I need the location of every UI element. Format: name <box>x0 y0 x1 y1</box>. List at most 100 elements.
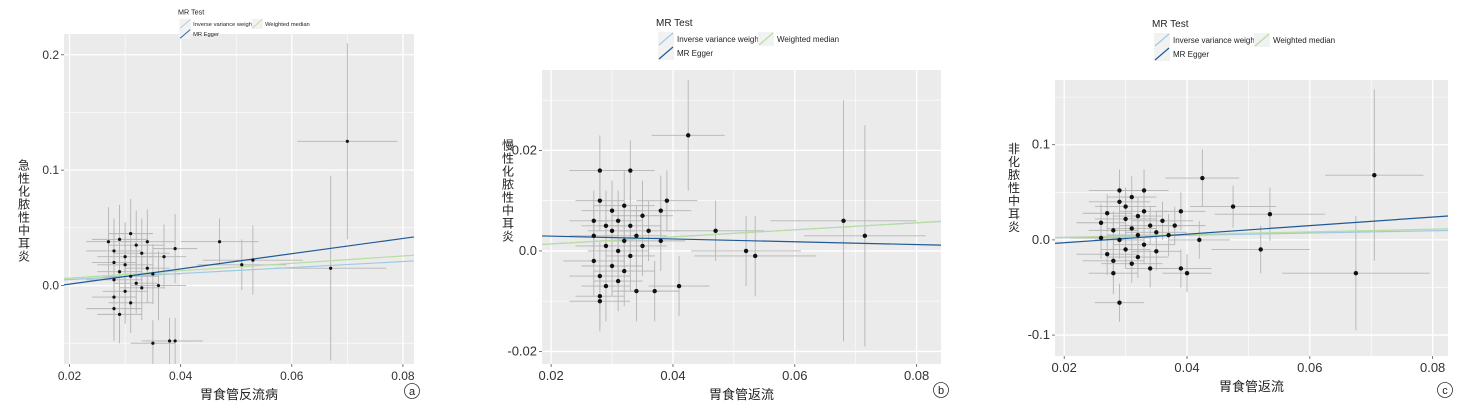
data-point-2 <box>1104 211 1110 216</box>
legend-label-1: Weighted median <box>1273 36 1335 45</box>
data-point-32 <box>676 283 682 289</box>
x-tick-label: 0.02 <box>538 368 563 383</box>
data-point-12 <box>609 228 615 234</box>
data-point-25 <box>167 339 172 343</box>
data-point-38 <box>862 233 868 239</box>
data-point-5 <box>597 273 603 279</box>
data-point-3 <box>112 278 116 282</box>
data-point-8 <box>1117 237 1122 243</box>
data-point-11 <box>609 208 615 213</box>
data-point-31 <box>329 266 333 270</box>
data-point-20 <box>1141 209 1147 214</box>
legend-key-line-2 <box>658 46 674 60</box>
data-point-26 <box>1154 249 1159 254</box>
data-point-16 <box>615 278 621 284</box>
panel-label-circle <box>1437 382 1453 398</box>
data-point-39 <box>1372 172 1377 178</box>
data-point-1 <box>1098 235 1104 241</box>
data-point-37 <box>1267 211 1273 217</box>
data-point-1 <box>591 258 596 264</box>
data-point-20 <box>628 168 633 173</box>
plot-data <box>542 80 941 347</box>
data-point-9 <box>603 243 609 249</box>
data-point-0 <box>106 240 111 244</box>
x-tick-label: 0.04 <box>1174 360 1199 375</box>
data-point-28 <box>1166 232 1171 238</box>
data-point-28 <box>652 288 657 294</box>
data-point-29 <box>240 263 244 267</box>
data-point-24 <box>162 255 166 259</box>
data-point-18 <box>622 238 627 244</box>
y-tick-label: 0.0 <box>1032 232 1050 247</box>
data-point-15 <box>1129 261 1134 266</box>
data-point-21 <box>1141 242 1147 247</box>
legend-key-line-2 <box>179 29 191 39</box>
legend: MR Test Inverse variance weighted Weighted… <box>178 7 310 39</box>
data-point-5 <box>112 307 116 311</box>
y-tick-label: 0.2 <box>42 48 59 62</box>
data-point-29 <box>658 208 663 213</box>
data-point-5 <box>1111 258 1116 264</box>
legend: MR Test Inverse variance weighted Weighted… <box>656 18 839 60</box>
data-point-18 <box>1135 213 1141 219</box>
data-point-23 <box>1147 223 1153 228</box>
data-point-21 <box>151 272 155 276</box>
y-tick-label: -0.02 <box>507 343 537 358</box>
data-point-33 <box>1197 237 1202 243</box>
data-point-12 <box>129 232 133 236</box>
data-point-33 <box>685 133 691 138</box>
x-tick-label: 0.06 <box>1297 360 1322 375</box>
legend-key-line-0 <box>658 32 674 46</box>
chart-panel-b: 0.02 0.04 0.06 0.08 -0.02 0.0 0.02 胃食管返流 慢性化脓性中耳… <box>502 18 949 402</box>
data-point-29 <box>1172 223 1177 228</box>
data-point-26 <box>640 243 645 249</box>
plot-data <box>64 43 414 364</box>
data-point-19 <box>1135 254 1141 260</box>
data-point-7 <box>1117 188 1122 193</box>
data-point-0 <box>591 218 596 223</box>
data-point-7 <box>117 237 122 241</box>
data-point-16 <box>1129 194 1134 200</box>
x-tick-label: 0.08 <box>391 369 415 383</box>
y-tick-label: 0.1 <box>42 163 59 177</box>
data-point-30 <box>251 258 255 262</box>
data-point-2 <box>112 260 116 265</box>
legend-key-line-0 <box>1154 33 1170 47</box>
data-point-13 <box>129 274 133 278</box>
data-point-19 <box>622 268 627 274</box>
line-weighted-median <box>542 220 941 246</box>
panel-label: c <box>1442 385 1448 397</box>
data-point-7 <box>597 298 603 304</box>
legend-title: MR Test <box>656 18 693 29</box>
data-point-11 <box>123 263 127 267</box>
legend-title: MR Test <box>178 7 204 16</box>
legend-label-1: Weighted median <box>265 22 310 28</box>
x-tick-label: 0.04 <box>660 368 685 383</box>
x-tick-label: 0.04 <box>169 369 193 383</box>
data-point-32 <box>345 139 349 143</box>
legend-title: MR Test <box>1152 19 1189 30</box>
legend-key-line-1 <box>251 19 263 29</box>
data-point-22 <box>1141 188 1147 193</box>
y-tick-label: 0.1 <box>1032 137 1050 152</box>
data-point-3 <box>1104 251 1110 257</box>
data-point-4 <box>1111 228 1116 233</box>
x-axis-label: 胃食管反流病 <box>200 387 278 402</box>
data-point-10 <box>123 289 127 293</box>
data-point-30 <box>1178 209 1184 214</box>
data-point-9 <box>123 255 127 259</box>
panel-label-circle <box>404 383 420 399</box>
data-point-10 <box>603 283 609 289</box>
data-point-4 <box>112 295 116 299</box>
legend-key-line-2 <box>1154 47 1170 61</box>
panel-label: b <box>938 385 944 397</box>
data-point-22 <box>628 253 633 259</box>
y-axis-label: 慢性化脓性中耳炎 <box>502 139 514 244</box>
data-point-14 <box>615 218 621 223</box>
legend-label-2: MR Egger <box>193 32 219 38</box>
data-point-8 <box>117 270 122 274</box>
chart-panel-a: 0.02 0.04 0.06 0.08 0.0 0.1 0.2 胃食管反流病 急性化脓性中耳炎 a… <box>18 7 420 402</box>
legend-label-2: MR Egger <box>677 49 713 58</box>
data-point-14 <box>1129 226 1134 231</box>
